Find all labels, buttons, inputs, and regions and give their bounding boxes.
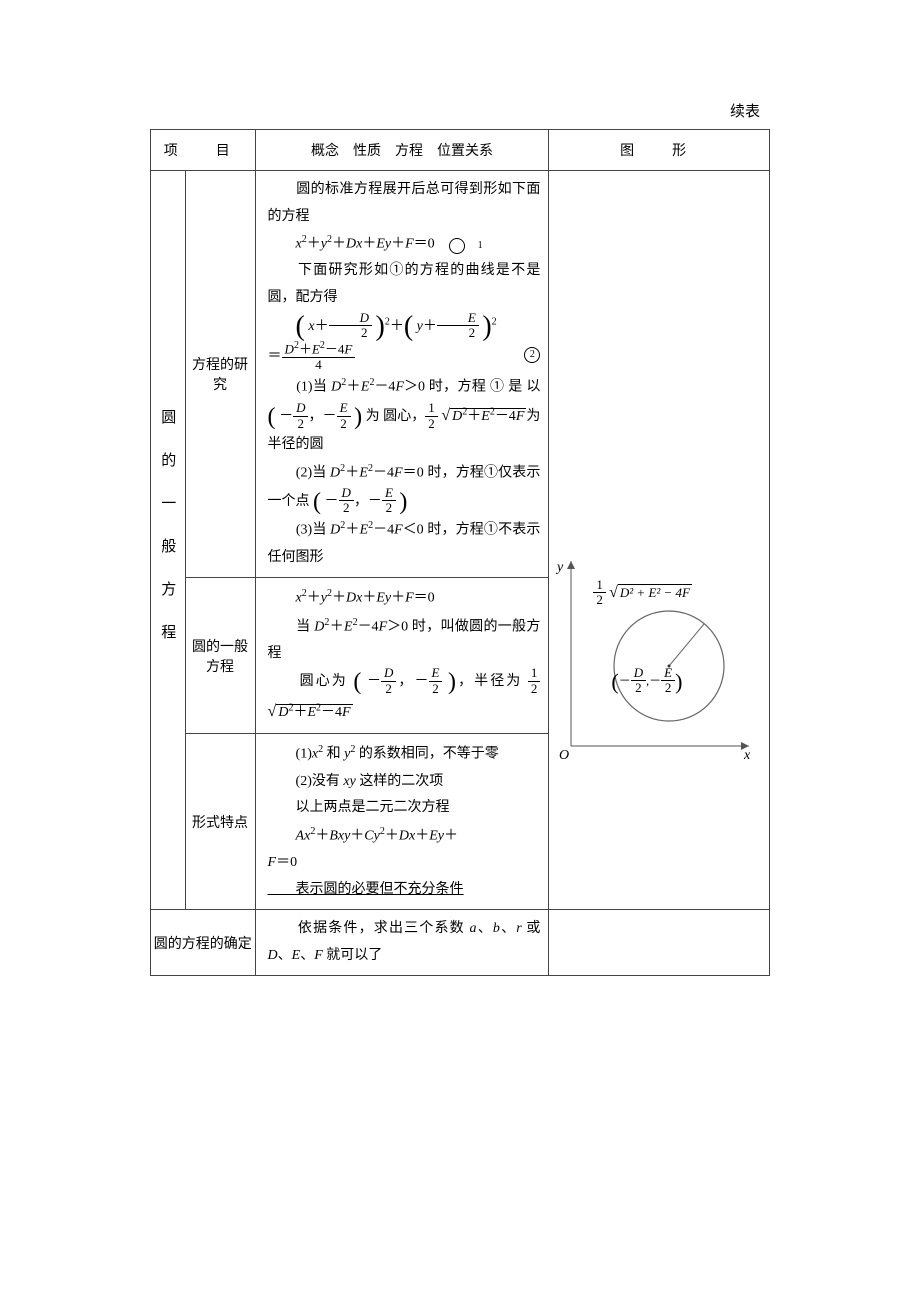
t: Dx bbox=[346, 591, 362, 606]
text: 圆的标准方程展开后总可得到形如下面的方程 bbox=[268, 177, 541, 230]
figure-cell: y x O 12 D² + E² − 4F (－D2,－E2) bbox=[549, 171, 770, 910]
text: (1)x2 和 y2 的系数相同，不等于零 bbox=[268, 740, 541, 768]
t: ，半径为 bbox=[456, 674, 522, 689]
t: ＞0 时，方程 ① 是 以 bbox=[404, 380, 540, 395]
t: (2)没有 bbox=[268, 774, 344, 789]
text: 依据条件，求出三个系数 a、b、r 或 D、E、F 就可以了 bbox=[268, 916, 541, 969]
rowhead-main: 圆的一般方程 bbox=[151, 171, 186, 910]
page: 续表 项 目 概念 性质 方程 位置关系 图 形 圆的一般方程 方程的研 究 圆… bbox=[0, 0, 920, 1302]
t: 就可以了 bbox=[323, 948, 383, 963]
header-figure-text: 图 形 bbox=[620, 144, 698, 159]
t: D bbox=[634, 665, 643, 680]
y-arrow bbox=[567, 561, 575, 569]
t: (2)当 bbox=[268, 465, 330, 480]
rowhead-sub-4: 圆的方程的确定 bbox=[151, 910, 256, 976]
text: (2)没有 xy 这样的二次项 bbox=[268, 769, 541, 796]
header-item-text: 项 目 bbox=[164, 144, 242, 159]
t: (1)当 bbox=[268, 380, 332, 395]
t: Cy bbox=[364, 828, 380, 843]
figure-cell-empty bbox=[549, 910, 770, 976]
rowhead-sub-3: 形式特点 bbox=[185, 734, 255, 910]
equation-quad: Ax2＋Bxy＋Cy2＋Dx＋Ey＋ bbox=[268, 822, 541, 850]
var-dx: Dx bbox=[346, 237, 362, 252]
t: Ey bbox=[429, 828, 444, 843]
equation-quad-2: F＝0 bbox=[268, 850, 541, 877]
header-concept: 概念 性质 方程 位置关系 bbox=[255, 130, 549, 171]
cell-4: 依据条件，求出三个系数 a、b、r 或 D、E、F 就可以了 bbox=[255, 910, 549, 976]
t: Dx bbox=[399, 828, 415, 843]
case-3: (3)当 D2＋E2－4F＜0 时，方程①不表示任何图形 bbox=[268, 516, 541, 571]
x-arrow bbox=[741, 742, 749, 750]
mark-1: 1 bbox=[449, 238, 465, 254]
cell-1: 圆的标准方程展开后总可得到形如下面的方程 x2＋y2＋Dx＋Ey＋F＝0 1 下… bbox=[255, 171, 549, 578]
t: 的系数相同，不等于零 bbox=[355, 747, 499, 762]
t: F bbox=[268, 855, 277, 870]
circle-figure: y x O bbox=[549, 551, 759, 761]
equation-2b: ＝D2＋E2－4F4 2 bbox=[268, 341, 541, 373]
o-label: O bbox=[559, 748, 569, 761]
equation-1: x2＋y2＋Dx＋Ey＋F＝0 1 bbox=[268, 230, 541, 258]
var-ey: Ey bbox=[376, 237, 391, 252]
t: E bbox=[664, 665, 672, 680]
text: 圆心为 ( －D2，－E2 )，半径为 12 D2＋E2－4F bbox=[268, 667, 541, 727]
equation-gen: x2＋y2＋Dx＋Ey＋F＝0 bbox=[268, 584, 541, 612]
table-row: 圆的一般方程 方程的研 究 圆的标准方程展开后总可得到形如下面的方程 x2＋y2… bbox=[151, 171, 770, 578]
t: 、 bbox=[278, 948, 292, 963]
table-caption: 续表 bbox=[150, 100, 770, 121]
t: 依据条件，求出三个系数 bbox=[268, 921, 470, 936]
header-item: 项 目 bbox=[151, 130, 256, 171]
rowhead-main-text: 圆的一般方程 bbox=[157, 409, 178, 667]
t: 这样的二次项 bbox=[356, 774, 444, 789]
table-header-row: 项 目 概念 性质 方程 位置关系 图 形 bbox=[151, 130, 770, 171]
t: F bbox=[405, 591, 414, 606]
radius-label: 12 D² + E² − 4F bbox=[593, 579, 692, 609]
text: 表示圆的必要但不充分条件 bbox=[268, 877, 541, 904]
case-2: (2)当 D2＋E2－4F＝0 时，方程①仅表示一个点 ( －D2，－E2 ) bbox=[268, 459, 541, 517]
t: D² + E² − 4F bbox=[618, 584, 692, 600]
header-figure: 图 形 bbox=[549, 130, 770, 171]
text: 以上两点是二元二次方程 bbox=[268, 795, 541, 822]
t: 、 bbox=[300, 948, 314, 963]
y-label: y bbox=[555, 560, 564, 575]
x-label: x bbox=[743, 748, 751, 761]
t: 当 bbox=[268, 619, 315, 634]
case-1: (1)当 D2＋E2－4F＞0 时，方程 ① 是 以 ( －D2，－E2 ) 为… bbox=[268, 373, 541, 458]
t: 、 bbox=[500, 921, 516, 936]
t: 为 圆心， bbox=[366, 409, 426, 424]
t: 和 bbox=[323, 747, 344, 762]
text: 下面研究形如①的方程的曲线是不是圆，配方得 bbox=[268, 258, 541, 311]
t: Ax bbox=[296, 828, 311, 843]
t: Bxy bbox=[329, 828, 350, 843]
t: Ey bbox=[376, 591, 391, 606]
radius-line bbox=[669, 624, 704, 666]
cell-2: x2＋y2＋Dx＋Ey＋F＝0 当 D2＋E2－4F＞0 时，叫做圆的一般方程 … bbox=[255, 578, 549, 734]
rowhead-sub-2: 圆的一般方程 bbox=[185, 578, 255, 734]
t: (3)当 bbox=[268, 523, 331, 538]
text: 当 D2＋E2－4F＞0 时，叫做圆的一般方程 bbox=[268, 613, 541, 668]
cell-3: (1)x2 和 y2 的系数相同，不等于零 (2)没有 xy 这样的二次项 以上… bbox=[255, 734, 549, 910]
mark-2: 2 bbox=[524, 347, 540, 363]
rowhead-sub-1: 方程的研 究 bbox=[185, 171, 255, 578]
figure-wrapper: y x O 12 D² + E² − 4F (－D2,－E2) bbox=[549, 551, 769, 766]
center-dot bbox=[668, 665, 671, 668]
var-f: F bbox=[405, 237, 414, 252]
equation-2: ( x＋D2 )2＋( y＋E2 )2 bbox=[268, 312, 541, 342]
t: 或 bbox=[522, 921, 541, 936]
t: 、 bbox=[477, 921, 493, 936]
t: 表示圆的必要但不充分条件 bbox=[268, 882, 464, 897]
main-table: 项 目 概念 性质 方程 位置关系 图 形 圆的一般方程 方程的研 究 圆的标准… bbox=[150, 129, 770, 976]
t: 圆心为 bbox=[268, 674, 348, 689]
circle bbox=[614, 611, 724, 721]
center-label: (－D2,－E2) bbox=[611, 667, 682, 697]
t: (1) bbox=[268, 747, 312, 762]
table-row: 圆的方程的确定 依据条件，求出三个系数 a、b、r 或 D、E、F 就可以了 bbox=[151, 910, 770, 976]
